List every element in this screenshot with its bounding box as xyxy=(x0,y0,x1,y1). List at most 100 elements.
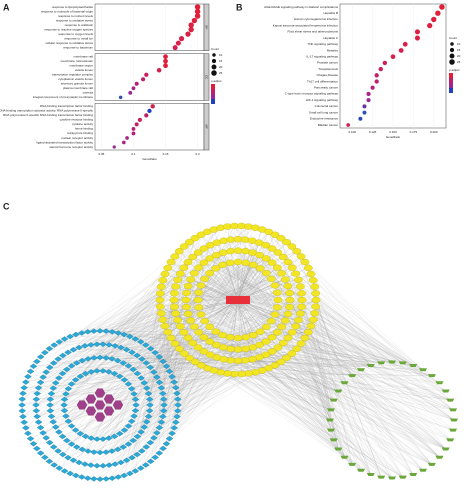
facet-label: MF xyxy=(205,124,209,128)
compound-node xyxy=(36,450,45,456)
compound-node xyxy=(59,451,67,458)
edge xyxy=(183,332,454,411)
target-node xyxy=(241,334,251,341)
target-node xyxy=(248,261,258,269)
legend-label: 10 xyxy=(219,53,223,57)
herb-node xyxy=(94,388,106,398)
edge xyxy=(118,342,193,478)
compound-node xyxy=(120,377,129,383)
pathway-node xyxy=(366,473,375,477)
dot xyxy=(358,116,363,121)
target-node xyxy=(196,311,206,318)
target-node xyxy=(189,323,199,330)
target-node xyxy=(296,253,306,260)
target-node xyxy=(171,283,180,290)
compound-node xyxy=(159,358,167,365)
compound-node xyxy=(129,437,137,444)
edge xyxy=(33,252,253,444)
panel-frame xyxy=(94,53,205,101)
target-node xyxy=(179,264,189,271)
compound-node xyxy=(142,385,151,391)
edge xyxy=(40,331,216,428)
edge xyxy=(304,337,440,458)
y-tick-label: vesicle lumen xyxy=(75,68,94,72)
y-tick-label: Kaposi sarcoma-associated herpesvirus in… xyxy=(273,23,339,27)
compound-node xyxy=(39,374,47,380)
target-node xyxy=(311,296,321,304)
target-node xyxy=(285,289,294,297)
target-node xyxy=(233,247,243,254)
compound-node xyxy=(50,462,58,468)
edge xyxy=(68,286,162,422)
color-bar xyxy=(449,78,453,83)
center-node xyxy=(226,296,250,304)
target-node xyxy=(272,329,282,336)
compound-node xyxy=(108,475,116,481)
legend-dot xyxy=(211,70,217,76)
target-node xyxy=(277,323,287,330)
edge xyxy=(64,261,239,400)
x-tick-label: 0.150 xyxy=(389,130,397,134)
y-tick-label: DNA-binding transcription factor binding xyxy=(40,104,93,108)
y-tick-label: Fluid shear stress and atherosclerosis xyxy=(287,30,338,34)
compound-node xyxy=(45,345,54,352)
y-tick-label: response to reactive oxygen species xyxy=(44,27,93,31)
pathway-node xyxy=(329,398,338,402)
compound-node xyxy=(165,368,174,375)
edge xyxy=(277,252,424,370)
y-tick-label: Hepatitis C xyxy=(323,36,339,40)
compound-node xyxy=(84,356,92,362)
edge xyxy=(313,319,382,363)
dot xyxy=(414,35,420,41)
edge xyxy=(81,299,187,334)
edge xyxy=(277,299,382,363)
target-node xyxy=(278,253,288,261)
target-node xyxy=(296,340,306,347)
target-node xyxy=(194,264,204,271)
edge xyxy=(237,299,261,332)
y-tick-label: response to metal ion xyxy=(64,36,93,40)
compound-node xyxy=(131,336,140,342)
edge xyxy=(58,238,196,452)
compound-node xyxy=(155,424,164,431)
edge xyxy=(27,241,190,377)
compound-node xyxy=(96,449,104,456)
pathway-node xyxy=(446,398,455,402)
edge xyxy=(253,335,332,411)
compound-node xyxy=(32,396,41,402)
target-node xyxy=(199,259,209,266)
pathway-node xyxy=(427,374,436,378)
target-node xyxy=(205,338,215,345)
edge xyxy=(315,306,353,465)
edge xyxy=(192,256,424,370)
edge xyxy=(71,332,293,385)
edge xyxy=(170,337,331,431)
edge xyxy=(304,337,432,376)
pathway-node xyxy=(377,475,386,479)
compound-node xyxy=(54,356,62,362)
target-node xyxy=(255,328,265,335)
target-node xyxy=(181,296,191,304)
edge xyxy=(53,313,176,389)
dot xyxy=(374,79,379,84)
compound-node xyxy=(157,385,166,391)
x-tick-label: 0.200 xyxy=(430,130,438,134)
compound-node xyxy=(102,449,110,455)
target-node xyxy=(294,276,303,284)
y-tick-label: C-type lectin receptor signaling pathway xyxy=(285,92,339,96)
compound-node xyxy=(131,468,140,474)
target-node xyxy=(155,303,165,310)
edge xyxy=(285,279,403,478)
compound-node xyxy=(150,435,158,441)
legend-dot xyxy=(449,47,455,53)
target-node xyxy=(233,346,243,353)
compound-node xyxy=(159,445,167,452)
edge xyxy=(58,314,202,433)
edge xyxy=(230,348,362,370)
target-node xyxy=(199,348,209,355)
pathway-node xyxy=(441,447,450,451)
compound-node xyxy=(46,408,55,414)
y-tick-label: transcription regulator complex xyxy=(52,73,94,77)
target-node xyxy=(310,310,320,317)
edge xyxy=(76,268,216,364)
